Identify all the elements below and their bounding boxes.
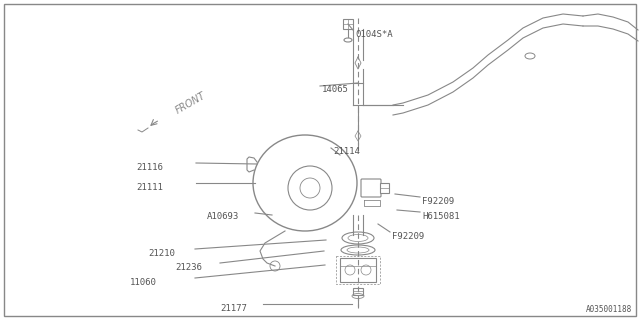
Text: A10693: A10693 <box>207 212 239 221</box>
Bar <box>343 19 353 29</box>
Text: 21177: 21177 <box>220 304 247 313</box>
Text: 11060: 11060 <box>130 278 157 287</box>
Bar <box>340 258 376 282</box>
Text: 21210: 21210 <box>148 249 175 258</box>
Text: H615081: H615081 <box>422 212 460 221</box>
Text: 14065: 14065 <box>322 85 349 94</box>
Bar <box>353 288 363 295</box>
Text: 21236: 21236 <box>175 263 202 272</box>
Text: 21116: 21116 <box>136 163 163 172</box>
Text: F92209: F92209 <box>392 232 424 241</box>
Text: FRONT: FRONT <box>174 91 208 116</box>
Text: A035001188: A035001188 <box>586 305 632 314</box>
Text: F92209: F92209 <box>422 197 454 206</box>
Text: 21111: 21111 <box>136 183 163 192</box>
FancyBboxPatch shape <box>361 179 381 197</box>
Bar <box>380 183 389 193</box>
Text: 0104S*A: 0104S*A <box>355 30 392 39</box>
Text: 21114: 21114 <box>333 147 360 156</box>
